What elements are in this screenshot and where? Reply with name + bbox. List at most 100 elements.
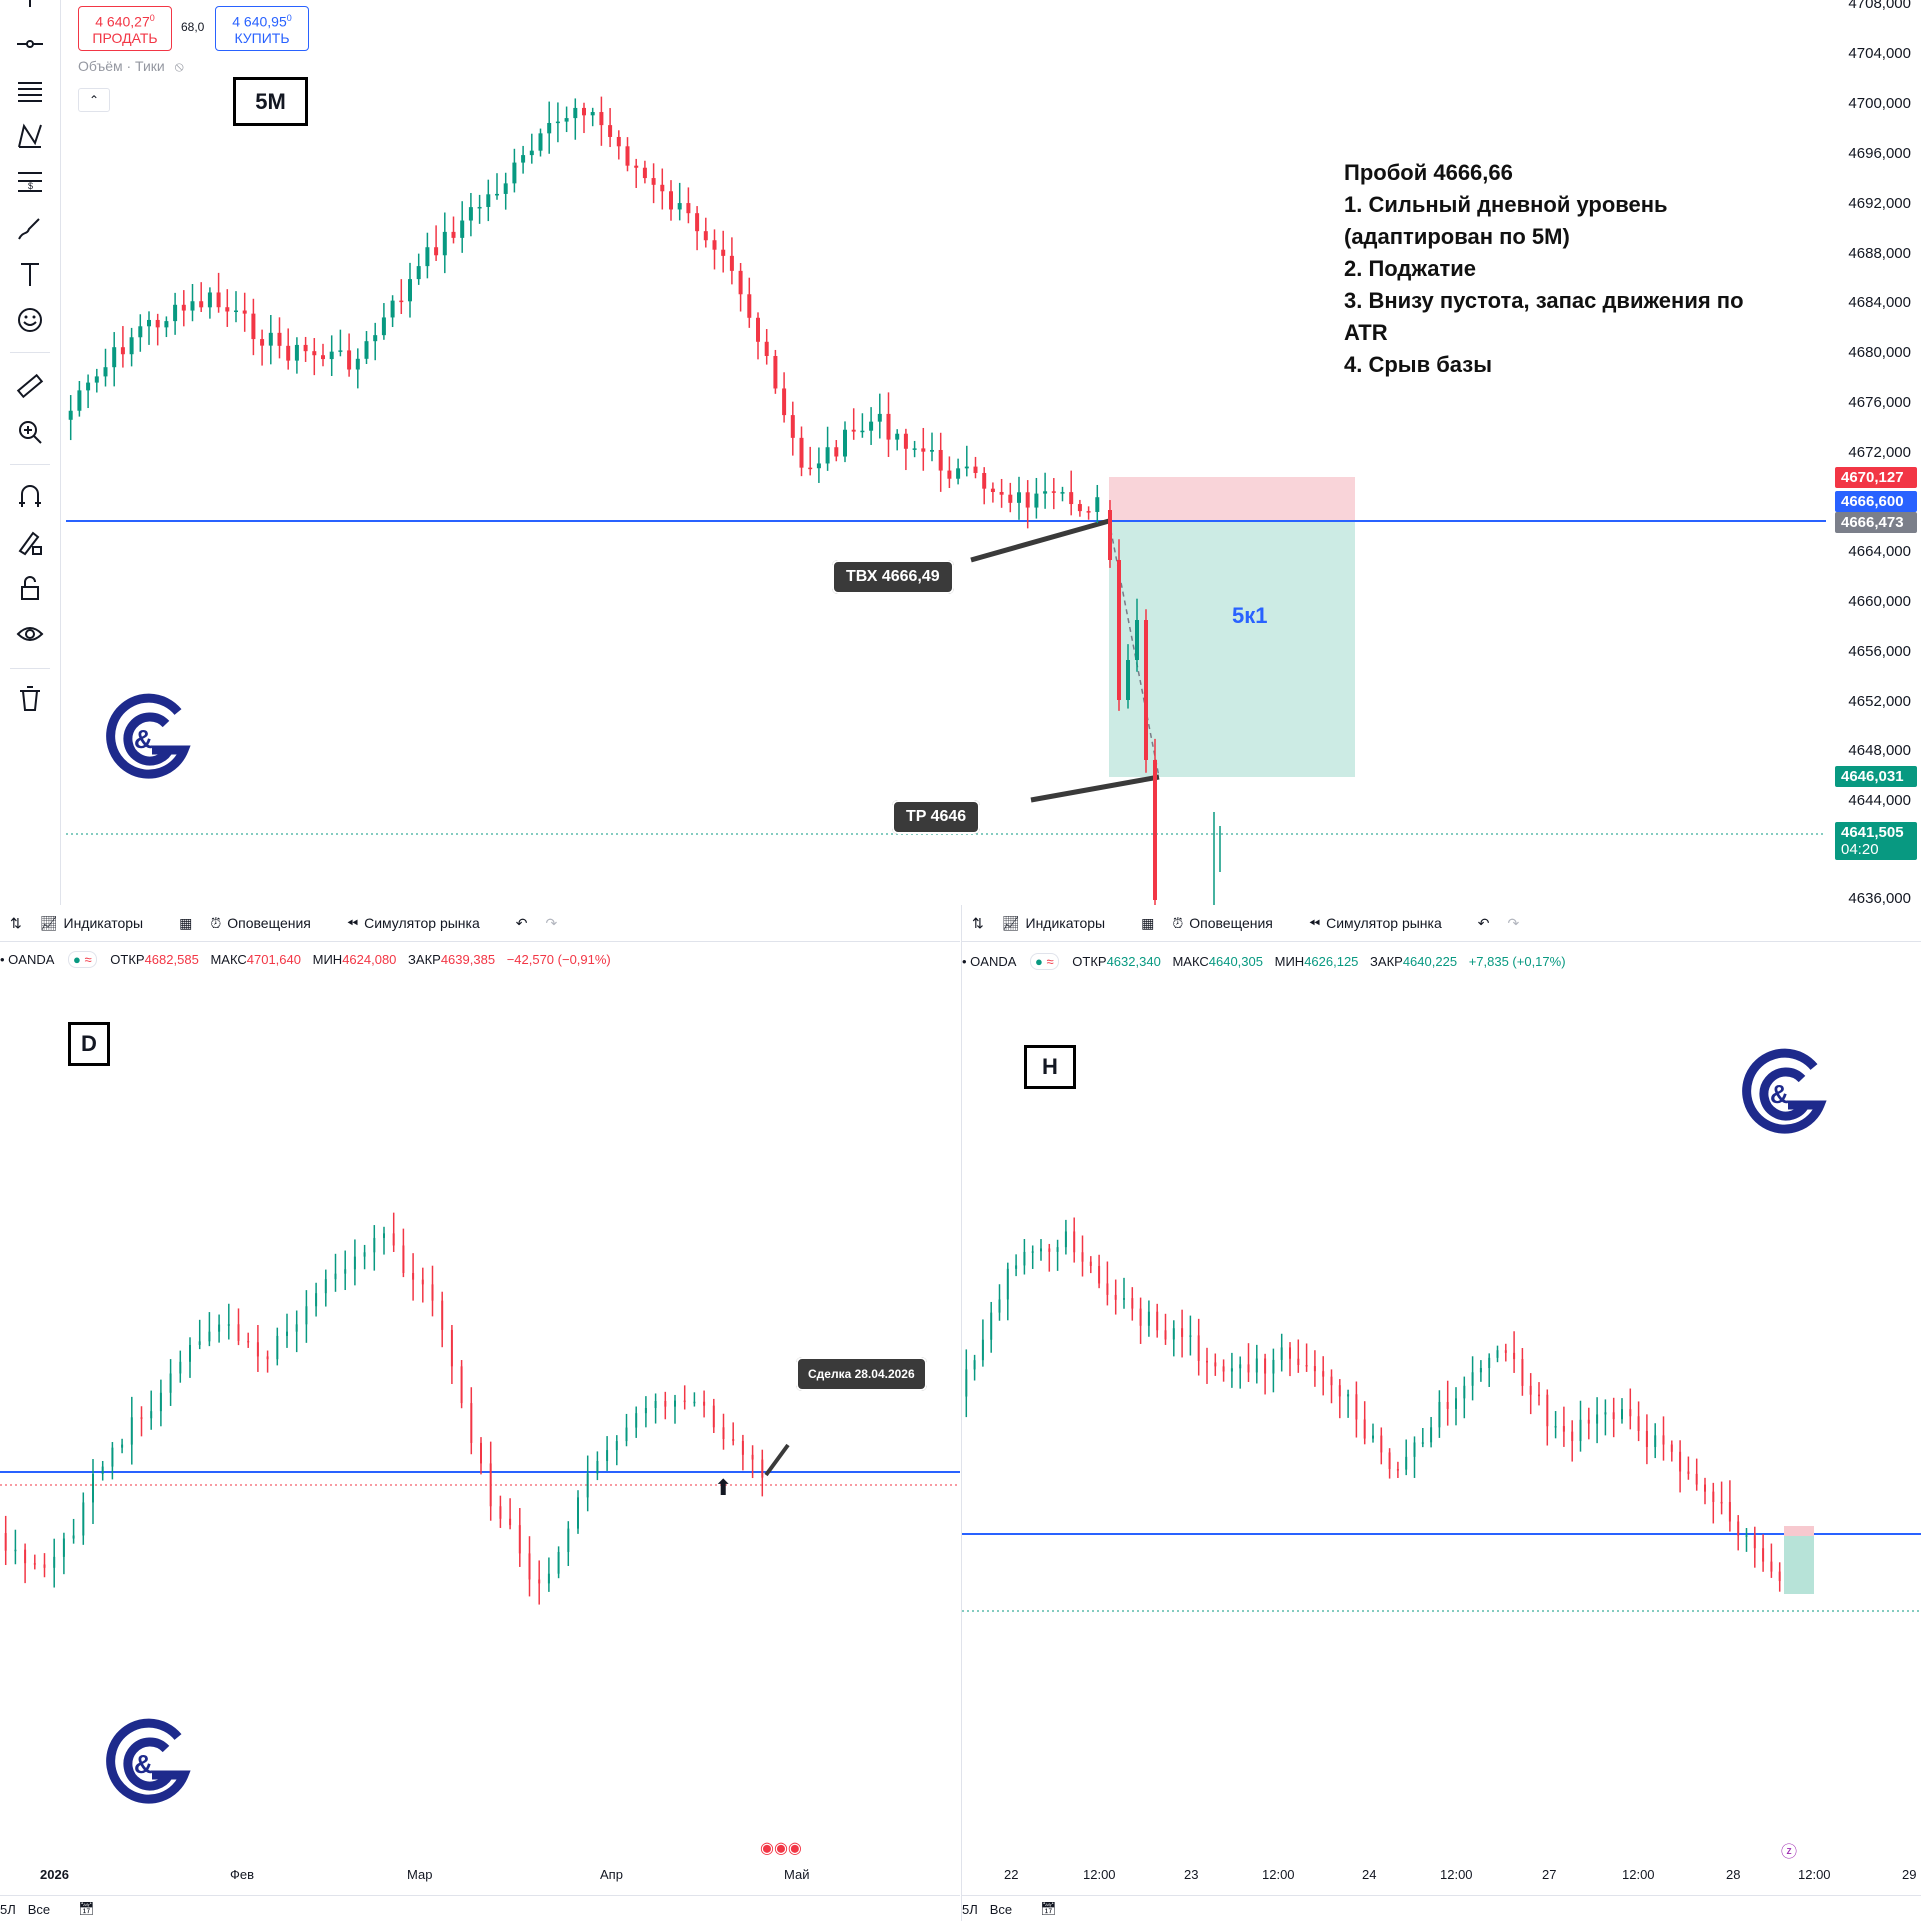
compare-icon[interactable]: ⇅ [10,914,22,931]
price-axis[interactable]: 4708,000 4704,000 4700,000 4696,000 4692… [1826,0,1921,905]
range-5y-button[interactable]: 5Л [962,1901,978,1917]
x-axis-label: 2026 [40,1867,69,1882]
ruler-icon[interactable] [12,368,48,404]
alarm-icon: ⏰︎ [210,914,222,931]
candle-body [1745,1535,1748,1537]
candle-body [1247,1364,1250,1373]
chart-hourly-canvas[interactable] [962,975,1921,1875]
indicators-label: Индикаторы [63,915,144,931]
candle-body [189,1344,191,1362]
simulator-button[interactable]: ⏪︎ Симулятор рынка [347,915,498,932]
cursor-icon[interactable] [12,0,48,26]
daily-bottom-bar: 5Л Все 📅︎ [0,1895,960,1921]
candle-body [1396,1469,1399,1471]
alerts-button[interactable]: ⏰︎ Оповещения [1172,915,1291,932]
indicators-button[interactable]: 📈︎ Индикаторы [1002,915,1123,932]
range-all-button[interactable]: Все [989,1901,1013,1917]
candle-body [903,433,908,449]
price-tick: 4704,000 [1848,45,1911,62]
candle-body [1139,1308,1142,1326]
candle-body [260,339,265,346]
candle-body [353,1256,356,1270]
simulator-button[interactable]: ⏪︎ Симулятор рынка [1309,915,1460,932]
candle-body [286,1331,288,1336]
candle-body [886,413,891,440]
text-icon[interactable] [12,256,48,292]
close-label: ЗАКР [408,952,441,967]
range-5y-button[interactable]: 5Л [0,1901,16,1917]
collapse-legend-button[interactable]: ⌃ [78,88,110,112]
magnet-icon[interactable] [12,478,48,514]
eye-icon[interactable] [12,616,48,652]
candle-body [1446,1401,1449,1409]
rewind-icon: ⏪︎ [1308,914,1321,931]
candle-body [1230,1368,1233,1372]
undo-icon[interactable]: ↶ [1477,914,1490,931]
zoom-icon[interactable] [12,414,48,450]
chart-daily-canvas[interactable] [0,975,960,1875]
sell-button[interactable]: 4 640,270 ПРОДАТЬ [78,6,172,51]
indicators-button[interactable]: 📈︎ Индикаторы [40,915,161,932]
x-axis-label: Мар [407,1867,433,1882]
candle-body [1031,1251,1034,1253]
buy-button[interactable]: 4 640,950 КУПИТЬ [215,6,309,51]
templates-icon[interactable]: ▦ [179,914,193,931]
calendar-icon[interactable]: 📅︎ [78,1901,95,1916]
fib-icon[interactable]: $ [12,164,48,200]
redo-icon[interactable]: ↷ [545,914,558,931]
candle-body [1704,1484,1706,1492]
undo-icon[interactable]: ↶ [515,914,528,931]
lock-draw-icon[interactable] [12,524,48,560]
candle-body [1347,1394,1350,1397]
simulator-label: Симулятор рынка [364,915,480,931]
candle-body [664,1400,667,1407]
entry-callout[interactable]: ТВХ 4666,49 [832,560,954,594]
candle-body [590,112,595,116]
candle-body [512,162,517,184]
candle-body [1612,1412,1615,1420]
candle-body [338,350,343,352]
range-all-button[interactable]: Все [27,1901,51,1917]
symbol-label[interactable]: • OANDA [962,954,1017,969]
candle-body [1645,1430,1648,1447]
lightning-icon[interactable]: ⓩ [1781,1844,1798,1861]
tp-callout[interactable]: TP 4646 [892,800,981,834]
pattern-icon[interactable] [12,118,48,154]
candle-body [1172,1328,1175,1340]
redo-icon[interactable]: ↷ [1507,914,1520,931]
candle-body [651,178,656,185]
trend-line-icon[interactable] [12,26,48,62]
candle-body [555,121,560,124]
calendar-icon[interactable]: 📅︎ [1040,1901,1057,1916]
symbol-label[interactable]: • OANDA [0,952,55,967]
candle-body [329,351,334,360]
open-value: 4682,585 [144,952,199,967]
trash-icon[interactable] [12,680,48,716]
candle-body [1156,1311,1159,1331]
hourly-profit-zone [1784,1536,1814,1594]
candle-body [869,421,874,431]
candle-body [218,1324,221,1332]
alerts-button[interactable]: ⏰︎ Оповещения [210,915,329,932]
eye-hidden-icon[interactable]: ⦸ [174,58,184,74]
candle-body [1040,1248,1042,1252]
deal-callout[interactable]: Сделка 28.04.2026 [796,1357,927,1391]
brush-icon[interactable] [12,210,48,246]
x-axis-label: Апр [600,1867,623,1882]
deal-callout-pointer [764,1443,790,1477]
candle-body [982,472,987,489]
lock-icon[interactable] [12,570,48,606]
candle-body [120,347,125,355]
candle-body [216,292,221,308]
emoji-icon[interactable] [12,302,48,338]
events-icon[interactable]: ◉◉◉ [760,1840,802,1857]
compare-icon[interactable]: ⇅ [972,914,984,931]
brand-logo: & [106,1718,191,1804]
horizontal-lines-icon[interactable] [12,72,48,108]
candle-body [442,231,447,256]
timeframe-label-5m: 5M [233,77,308,126]
templates-icon[interactable]: ▦ [1141,914,1155,931]
candle-body [181,304,186,311]
chart-5m-canvas[interactable] [66,0,1826,905]
candle-body [1604,1412,1607,1415]
